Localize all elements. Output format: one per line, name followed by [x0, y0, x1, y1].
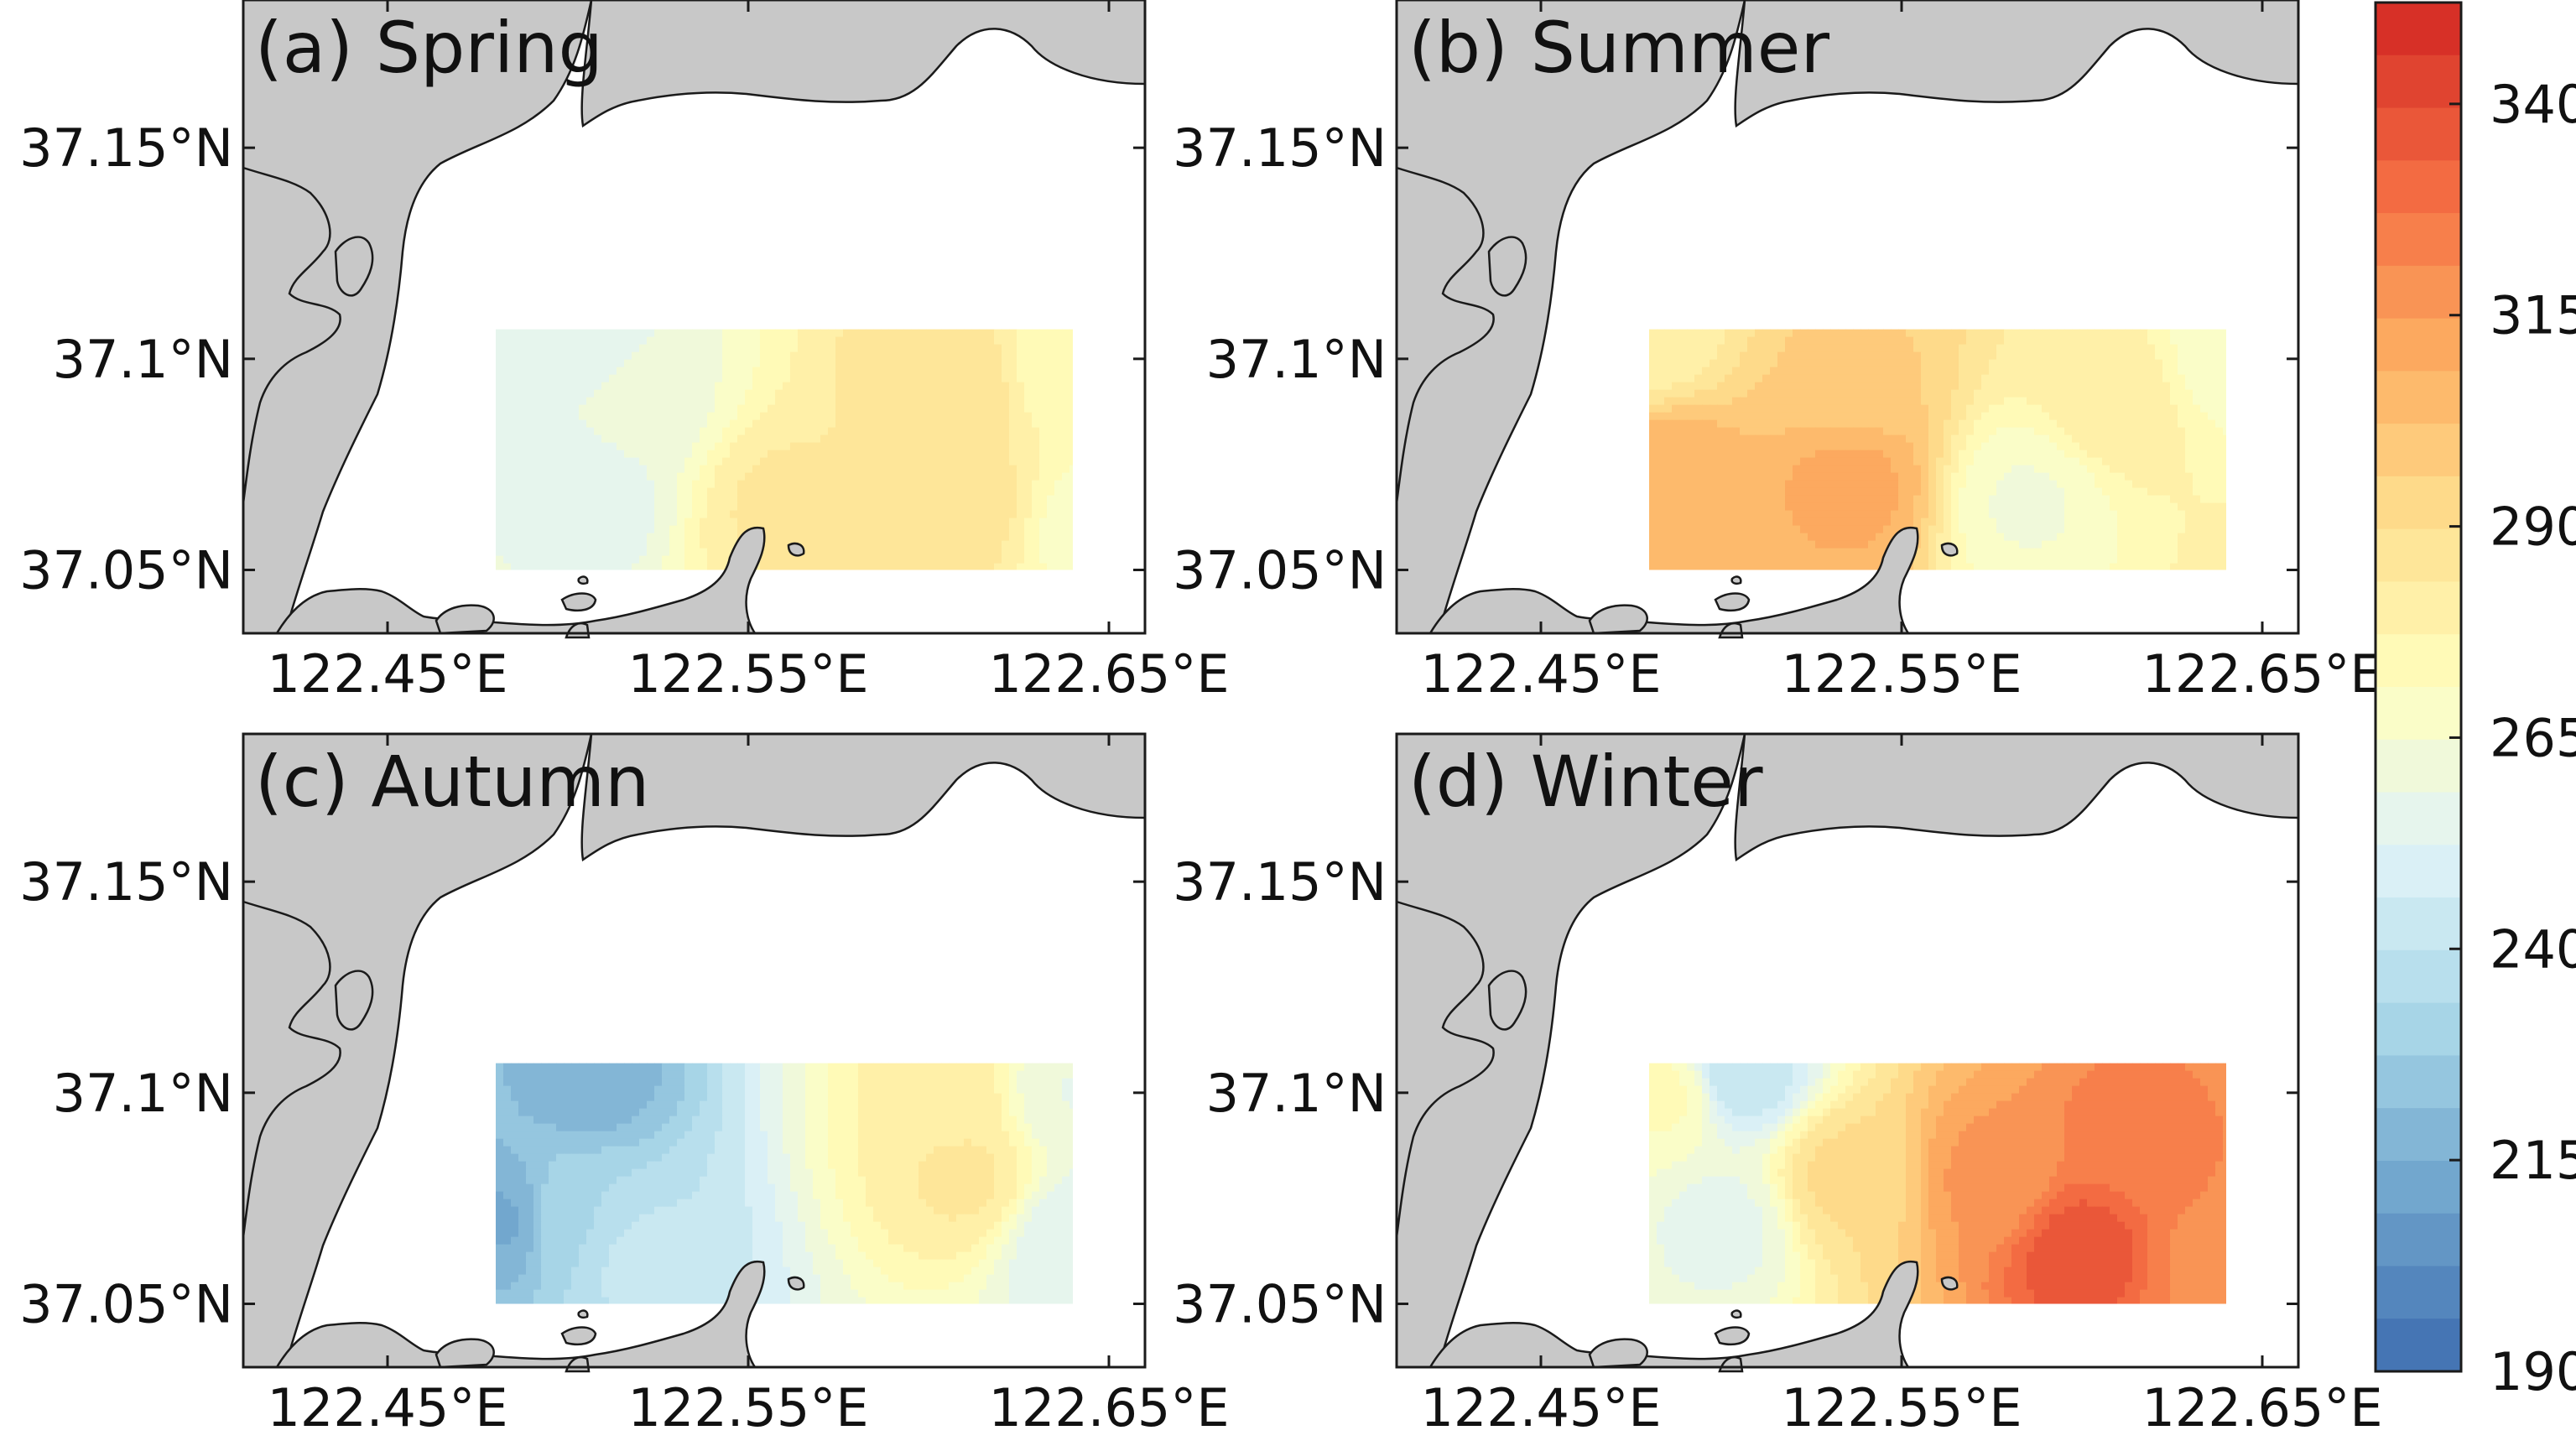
lon-tick-label: 122.65°E [988, 643, 1229, 705]
colorbar-segment [2376, 55, 2461, 109]
map-frame [1395, 732, 2300, 1369]
colorbar-segment [2376, 1213, 2461, 1267]
colorbar-segment [2376, 845, 2461, 898]
map-frame [242, 732, 1147, 1369]
colorbar-segment [2376, 581, 2461, 636]
colorbar-segment [2376, 1160, 2461, 1215]
lon-tick-label: 122.45°E [267, 1377, 507, 1438]
colorbar-segment [2376, 634, 2461, 688]
colorbar-tick-label: 315 [2490, 285, 2576, 346]
colorbar-tick-label: 340 [2490, 74, 2576, 135]
field-autumn [496, 1063, 1073, 1304]
map-panel-winter: (d) Winter 37.15°N 37.1°N 37.05°N 122.45°E 12… [1173, 732, 2383, 1438]
lat-tick-label: 37.05°N [19, 1274, 233, 1335]
panel-title-spring: (a) Spring [255, 7, 603, 89]
lat-tick-label: 37.05°N [1173, 1274, 1387, 1335]
colorbar-segment [2376, 792, 2461, 846]
colorbar-segment [2376, 949, 2461, 1004]
lon-tick-label: 122.65°E [988, 1377, 1229, 1438]
lon-tick-label: 122.45°E [267, 643, 507, 705]
lat-tick-label: 37.15°N [1173, 851, 1387, 913]
lat-tick-label: 37.05°N [1173, 540, 1387, 601]
colorbar-frame [2374, 1, 2463, 1373]
colorbar-segment [2376, 1319, 2461, 1372]
colorbar-segment [2376, 107, 2461, 162]
colorbar-segment [2376, 265, 2461, 320]
panel-title-autumn: (c) Autumn [255, 741, 649, 823]
map-frame [1395, 0, 2300, 635]
lat-tick-label: 37.1°N [1206, 329, 1387, 390]
colorbar-segment [2376, 739, 2461, 793]
colorbar-segment [2376, 528, 2461, 583]
lat-tick-label: 37.1°N [53, 329, 233, 390]
colorbar-segment [2376, 1108, 2461, 1162]
lat-tick-label: 37.15°N [1173, 117, 1387, 179]
lat-tick-label: 37.1°N [1206, 1063, 1387, 1124]
lon-tick-label: 122.55°E [627, 1377, 868, 1438]
colorbar-segment [2376, 897, 2461, 951]
colorbar-tick-label: 240 [2490, 918, 2576, 980]
lat-tick-label: 37.15°N [19, 851, 233, 913]
lon-tick-label: 122.55°E [627, 643, 868, 705]
colorbar-segment [2376, 3, 2461, 56]
map-panel-summer: (b) Summer 37.15°N 37.1°N 37.05°N 122.45°E 12… [1173, 0, 2383, 705]
field-winter [1649, 1063, 2226, 1304]
lat-tick-label: 37.1°N [53, 1063, 233, 1124]
colorbar-segment [2376, 1266, 2461, 1320]
lon-tick-label: 122.65°E [2141, 1377, 2382, 1438]
lon-tick-label: 122.55°E [1781, 643, 2022, 705]
lon-tick-label: 122.45°E [1420, 643, 1661, 705]
colorbar-tick-label: 265 [2490, 707, 2576, 768]
field-spring [496, 329, 1073, 570]
map-frame [242, 0, 1147, 635]
colorbar-segment [2376, 1002, 2461, 1057]
colorbar-segment [2376, 371, 2461, 424]
colorbar-segment [2376, 1055, 2461, 1109]
panel-title-winter: (d) Winter [1408, 741, 1763, 823]
lon-tick-label: 122.55°E [1781, 1377, 2022, 1438]
lon-tick-label: 122.45°E [1420, 1377, 1661, 1438]
colorbar-segment [2376, 160, 2461, 214]
field-summer [1649, 329, 2226, 570]
colorbar-segment [2376, 318, 2461, 372]
lon-tick-label: 122.65°E [2141, 643, 2382, 705]
map-panel-spring: (a) Spring 37.15°N 37.1°N 37.05°N 122.45°E 12… [19, 0, 1230, 705]
colorbar-segment [2376, 424, 2461, 477]
lat-tick-label: 37.15°N [19, 117, 233, 179]
colorbar-tick-label: 290 [2490, 497, 2576, 558]
lat-tick-label: 37.05°N [19, 540, 233, 601]
map-panel-autumn: (c) Autumn 37.15°N 37.1°N 37.05°N 122.45°E 12… [19, 732, 1230, 1438]
colorbar-segment [2376, 213, 2461, 267]
panel-title-summer: (b) Summer [1408, 7, 1829, 89]
colorbar: 190 215 240 265 290 315 340 [2374, 1, 2576, 1402]
colorbar-tick-label: 215 [2490, 1130, 2576, 1191]
colorbar-segment [2376, 687, 2461, 741]
colorbar-tick-label: 190 [2490, 1341, 2576, 1402]
colorbar-segment [2376, 476, 2461, 530]
